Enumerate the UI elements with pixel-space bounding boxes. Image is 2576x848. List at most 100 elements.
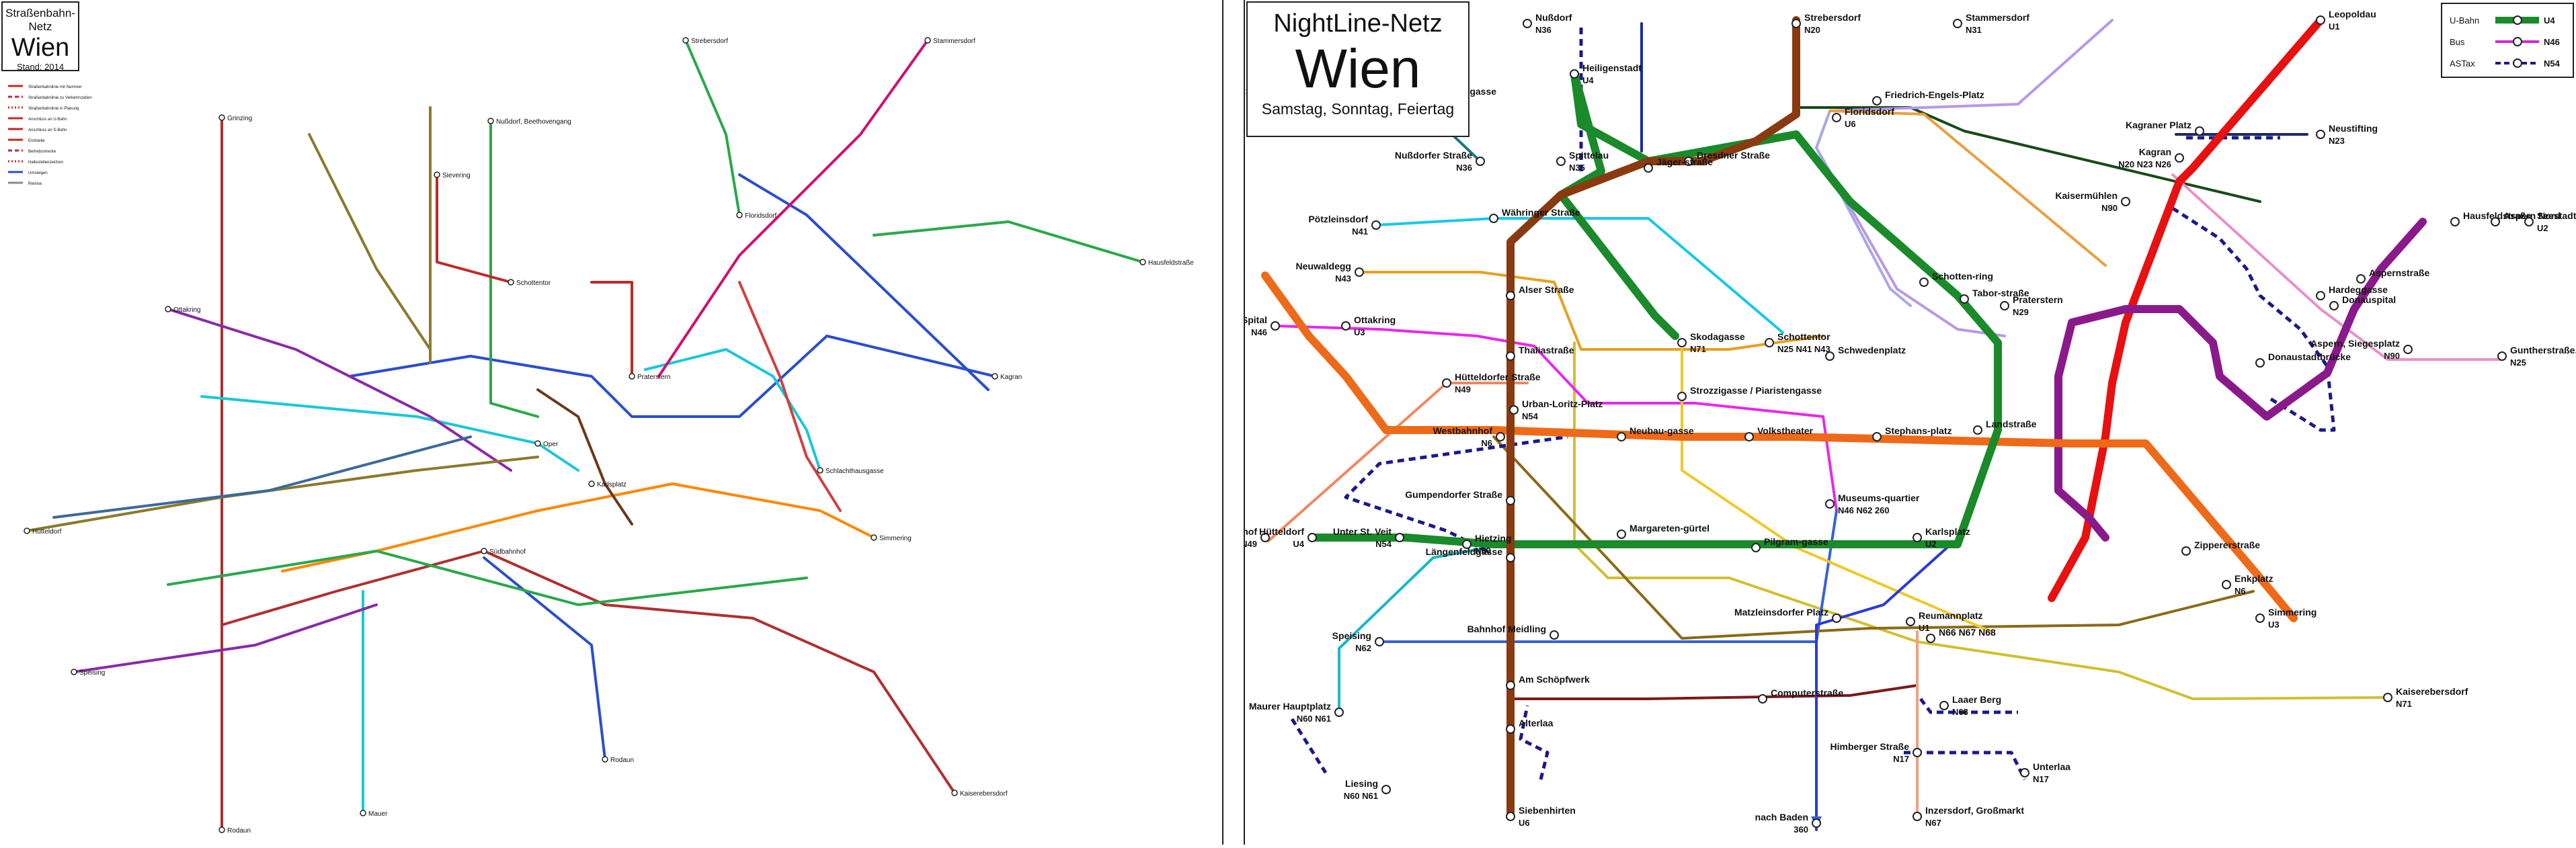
nightline-station[interactable]: Seestadt U2 [2524,210,2576,233]
nightline-station[interactable]: Schotten-ring [1919,271,1993,287]
tram-station[interactable]: Speising [71,669,105,677]
nightline-route-n8[interactable] [1815,543,1952,831]
tram-station[interactable]: Rodaun [218,826,251,835]
nightline-station[interactable]: Spittelau N35 [1556,150,1609,173]
tram-station[interactable]: Oper [534,440,559,448]
tram-station[interactable]: Hütteldorf [24,527,62,536]
tram-line-6[interactable] [483,556,606,761]
tram-line-16[interactable] [657,39,929,378]
nightline-station[interactable]: Floridsdorf U6 [1832,106,1894,129]
nightline-station[interactable]: Kaisermühlen N90 [2055,190,2130,213]
astax-route-4[interactable] [1519,705,1549,780]
nightline-station[interactable]: Maurer Hauptplatz N60 N61 [1249,701,1344,724]
tram-line-11[interactable] [684,39,741,216]
nightline-station[interactable]: Westbahnhof N6 [1433,425,1505,448]
nightline-station[interactable]: Thaliastraße [1506,345,1574,361]
nightline-route-n66[interactable] [1513,684,1919,700]
nightline-station[interactable]: Neuwaldegg N43 [1296,261,1364,284]
astax-route-5[interactable] [1919,697,2018,714]
astax-route-6[interactable] [1904,751,2027,781]
tram-line-14[interactable] [167,308,512,472]
nightline-station[interactable]: Reumannplatz U1 [1906,610,1983,633]
nightline-station[interactable]: Siebenhirten U6 [1506,805,1576,828]
nightline-station[interactable]: Museums-quartier N46 N62 260 [1825,493,1920,515]
nightline-station[interactable]: Ottakring U3 [1341,314,1396,337]
tram-station[interactable]: Stammersdorf [924,37,975,45]
nightline-station[interactable]: Jäger-straße [1644,157,1713,173]
nightline-station[interactable]: Strozzigasse / Piaristengasse [1677,385,1822,401]
nightline-station[interactable]: Neustifting N23 [2316,123,2378,146]
nightline-route-n29[interactable] [1815,19,2114,337]
tram-line-5[interactable] [738,173,990,391]
nightline-route-n46[interactable] [1274,325,1838,512]
nightline-station[interactable]: Speising N62 [1332,630,1384,653]
astax-route-7[interactable] [1290,718,1328,774]
nightline-station[interactable]: Strebersdorf N20 [1792,12,1861,35]
nightline-route-n25[interactable] [2171,173,2503,361]
nightline-station[interactable]: Hardeggasse [2316,284,2388,300]
tram-station[interactable]: Mauer [360,810,388,818]
nightline-route-n64[interactable] [1828,110,2107,267]
ubahn-line-u3[interactable] [1261,271,2298,622]
tram-station[interactable]: Ottakring [165,306,201,314]
nightline-station[interactable]: Schwedenplatz [1825,345,1906,361]
nightline-station[interactable]: Karlsplatz U2 [1913,526,1970,549]
nightline-station[interactable]: Hausfeldstraße [2450,210,2531,226]
nightline-station[interactable]: Inzersdorf, Großmarkt N67 [1913,805,2024,828]
nightline-route-n43[interactable] [1358,271,1824,351]
tram-line-12[interactable] [873,220,1144,263]
nightline-station[interactable]: Friedrich-Engels-Platz [1872,89,1984,105]
nightline-station[interactable]: Nußdorf N36 [1523,12,1572,35]
nightline-station[interactable]: Schottentor N25 N41 N43 [1765,331,1830,354]
nightline-station[interactable]: Computerstraße [1758,687,1843,704]
nightline-station[interactable]: Heiligenstadt U4 [1570,62,1642,85]
tram-station[interactable]: Grinzing [218,114,252,122]
tram-line-17[interactable] [308,133,432,351]
nightline-station[interactable]: Matzleinsdorfer Platz [1734,607,1841,623]
nightline-route-n60[interactable] [1338,546,1488,714]
nightline-station[interactable]: Landstraße [1973,419,2037,435]
astax-route-3[interactable] [1344,435,1568,553]
nightline-station[interactable]: Volkstheater [1744,425,1814,441]
tram-station[interactable]: Kagran [992,373,1022,381]
nightline-station[interactable]: Donauspital [2329,294,2396,310]
nightline-station[interactable]: Margareten-gürtel [1617,523,1709,539]
tram-line-22[interactable] [436,173,512,284]
nightline-station[interactable]: Zippererstraße [2181,540,2260,556]
tram-line-4[interactable] [348,335,996,418]
astax-route-2[interactable] [2171,206,2336,432]
tram-line-8[interactable] [644,348,821,472]
nightline-route-n41[interactable] [1375,217,1784,334]
tram-line-15[interactable] [73,603,378,673]
tram-line-20[interactable] [52,435,472,519]
nightline-station[interactable]: Kaiserebersdorf N71 [2383,686,2468,709]
nightline-station[interactable]: Alterlaa [1506,718,1554,734]
ubahn-line-u2[interactable] [2054,218,2427,542]
nightline-station[interactable]: Stephans-platz [1872,425,1952,441]
ubahn-line-u1[interactable] [2048,16,2325,602]
nightline-station[interactable]: Praterstern N29 [2000,294,2063,317]
tram-station[interactable]: Strebersdorf [682,37,728,45]
nightline-station[interactable]: Hütteldorfer Straße N49 [1442,372,1541,394]
nightline-station[interactable]: Aspern, Siegesplatz N90 [2310,338,2413,361]
nightline-station[interactable]: Am Schöpfwerk [1506,674,1590,690]
tram-line-24[interactable] [738,281,842,512]
nightline-station[interactable]: Tabor-straße [1960,288,2029,304]
tram-line-10[interactable] [489,120,539,418]
nightline-station[interactable]: Urban-Loritz-Platz N54 [1509,398,1603,421]
nightline-station[interactable]: Skodagasse N71 [1677,331,1745,354]
tram-station[interactable]: Schottentor [508,279,551,287]
nightline-station[interactable]: Kagran N20 N23 N26 [2118,146,2184,169]
nightline-route-n6[interactable] [1492,435,2255,640]
nightline-station[interactable]: Stammersdorf N31 [1953,12,2029,35]
tram-line-2[interactable] [220,550,956,794]
tram-line-13[interactable] [167,550,808,606]
tram-line-21[interactable] [590,281,633,378]
nightline-route-n38b[interactable] [1573,341,2389,700]
tram-station[interactable]: Sievering [434,171,471,179]
nightline-station[interactable]: Nußdorfer Straße N36 [1395,150,1485,173]
nightline-route-n20[interactable] [1795,106,2261,203]
tram-line-9[interactable] [200,395,579,472]
nightline-station[interactable]: Aspern Nord [2491,210,2561,226]
tram-station[interactable]: Schlachthausgasse [817,467,884,475]
